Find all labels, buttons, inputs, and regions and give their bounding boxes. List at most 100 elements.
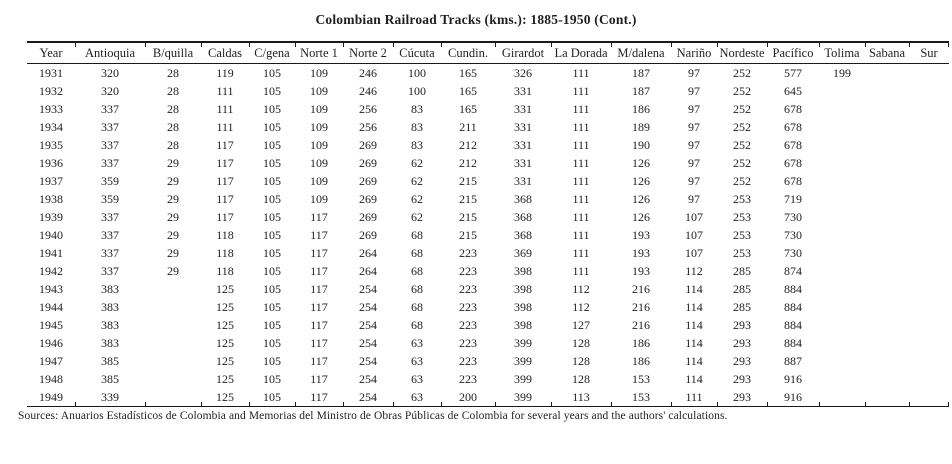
cell: 165 bbox=[459, 84, 477, 98]
cell: 117 bbox=[310, 264, 328, 278]
cell: 1948 bbox=[39, 372, 63, 386]
cell: 117 bbox=[216, 210, 234, 224]
cell: 254 bbox=[359, 354, 377, 368]
cell: 884 bbox=[784, 318, 802, 332]
cell: 269 bbox=[359, 138, 377, 152]
cell bbox=[145, 352, 201, 370]
cell: 269 bbox=[359, 174, 377, 188]
cell: 368 bbox=[514, 228, 532, 242]
cell: 97 bbox=[688, 120, 700, 134]
cell: 916 bbox=[767, 388, 819, 407]
cell: 1949 bbox=[27, 388, 75, 407]
column-header: B/quilla bbox=[145, 41, 201, 64]
cell: 1946 bbox=[39, 336, 63, 350]
cell: 1934 bbox=[39, 120, 63, 134]
cell: 68 bbox=[411, 228, 423, 242]
cell bbox=[819, 298, 865, 316]
cell: 337 bbox=[101, 120, 119, 134]
cell: 331 bbox=[514, 102, 532, 116]
cell: 678 bbox=[784, 120, 802, 134]
cell: 916 bbox=[784, 372, 802, 386]
cell: 254 bbox=[359, 336, 377, 350]
column-header: M/dalena bbox=[611, 41, 671, 64]
cell: 153 bbox=[611, 388, 671, 407]
cell: 369 bbox=[514, 246, 532, 260]
cell: 107 bbox=[685, 246, 703, 260]
cell: 117 bbox=[216, 192, 234, 206]
cell bbox=[819, 208, 865, 226]
cell: 212 bbox=[459, 156, 477, 170]
cell: 107 bbox=[685, 210, 703, 224]
cell: 368 bbox=[514, 192, 532, 206]
cell: 320 bbox=[101, 84, 119, 98]
cell: 269 bbox=[359, 192, 377, 206]
cell bbox=[865, 280, 909, 298]
cell: 105 bbox=[263, 174, 281, 188]
cell: 385 bbox=[101, 372, 119, 386]
cell: 256 bbox=[359, 120, 377, 134]
cell: 383 bbox=[101, 282, 119, 296]
cell: 223 bbox=[459, 318, 477, 332]
table-row: 1940 337 29 118 105 117 269 68 215 368 111 193 107 25… bbox=[27, 226, 949, 244]
table-row: 1942 337 29 118 105 117 264 68 223 398 111 193 112 28… bbox=[27, 262, 949, 280]
table-header: Year Antioquia B/quilla Caldas C/gena Norte 1… bbox=[27, 41, 949, 64]
cell: 28 bbox=[167, 66, 179, 80]
cell: 193 bbox=[632, 264, 650, 278]
cell: 117 bbox=[310, 318, 328, 332]
cell: 252 bbox=[733, 156, 751, 170]
cell bbox=[865, 298, 909, 316]
cell: 645 bbox=[784, 84, 802, 98]
cell: 223 bbox=[459, 372, 477, 386]
cell: 125 bbox=[216, 372, 234, 386]
cell: 111 bbox=[572, 138, 590, 152]
cell: 331 bbox=[514, 174, 532, 188]
railroad-table: Year Antioquia B/quilla Caldas C/gena Norte 1… bbox=[27, 41, 949, 407]
cell: 383 bbox=[101, 318, 119, 332]
cell: 114 bbox=[685, 336, 703, 350]
cell: 252 bbox=[733, 102, 751, 116]
cell: 359 bbox=[101, 174, 119, 188]
cell: 105 bbox=[249, 388, 295, 407]
cell: 252 bbox=[733, 138, 751, 152]
cell: 1944 bbox=[39, 300, 63, 314]
column-header: Nariño bbox=[671, 41, 717, 64]
column-header: Year bbox=[27, 41, 75, 64]
cell: 105 bbox=[263, 84, 281, 98]
cell: 216 bbox=[632, 282, 650, 296]
cell: 111 bbox=[572, 156, 590, 170]
cell: 83 bbox=[411, 138, 423, 152]
cell: 223 bbox=[459, 354, 477, 368]
cell: 186 bbox=[632, 102, 650, 116]
cell bbox=[909, 172, 949, 190]
cell: 577 bbox=[784, 66, 802, 80]
cell: 1943 bbox=[39, 282, 63, 296]
cell bbox=[819, 262, 865, 280]
cell bbox=[865, 244, 909, 262]
cell bbox=[909, 100, 949, 118]
cell bbox=[909, 82, 949, 100]
cell bbox=[865, 388, 909, 407]
cell: 730 bbox=[784, 246, 802, 260]
cell bbox=[819, 154, 865, 172]
cell: 111 bbox=[671, 388, 717, 407]
cell: 223 bbox=[459, 300, 477, 314]
cell: 399 bbox=[514, 372, 532, 386]
cell: 97 bbox=[688, 84, 700, 98]
cell: 359 bbox=[101, 192, 119, 206]
cell: 678 bbox=[784, 174, 802, 188]
cell bbox=[909, 370, 949, 388]
cell: 112 bbox=[572, 282, 590, 296]
cell: 1939 bbox=[39, 210, 63, 224]
cell: 385 bbox=[101, 354, 119, 368]
cell: 128 bbox=[572, 372, 590, 386]
cell: 111 bbox=[216, 120, 234, 134]
cell: 126 bbox=[632, 174, 650, 188]
cell: 118 bbox=[216, 264, 234, 278]
cell: 105 bbox=[263, 120, 281, 134]
cell: 254 bbox=[359, 300, 377, 314]
cell: 126 bbox=[632, 192, 650, 206]
cell bbox=[865, 82, 909, 100]
cell: 62 bbox=[411, 156, 423, 170]
cell: 105 bbox=[263, 300, 281, 314]
